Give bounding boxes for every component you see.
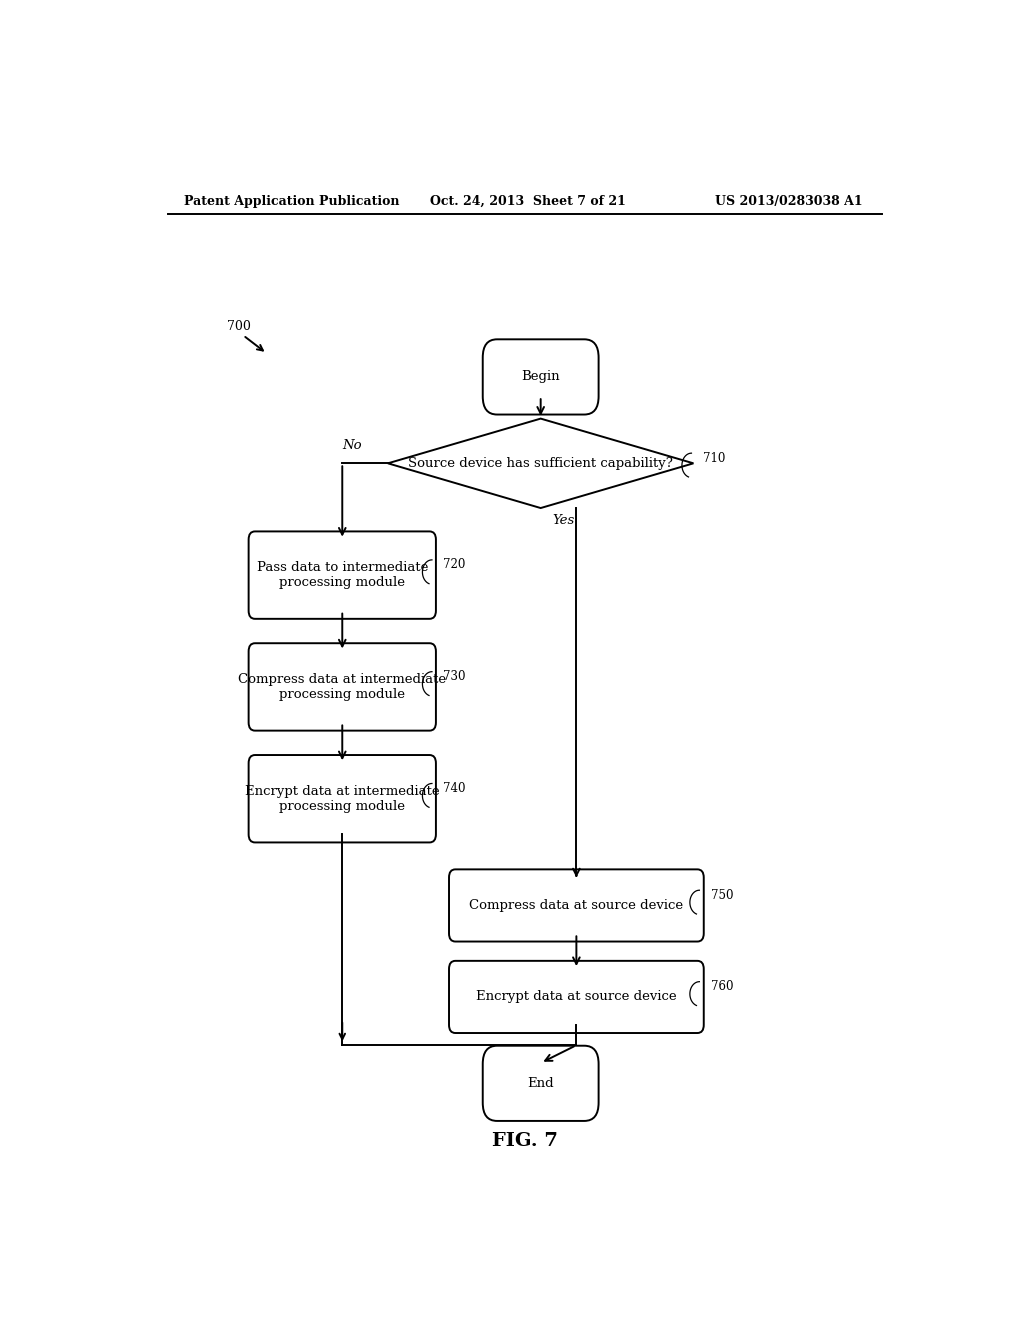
FancyBboxPatch shape [482,339,599,414]
Polygon shape [388,418,693,508]
Text: 750: 750 [711,888,733,902]
Text: End: End [527,1077,554,1090]
FancyBboxPatch shape [249,643,436,731]
Text: 710: 710 [702,451,725,465]
Text: Oct. 24, 2013  Sheet 7 of 21: Oct. 24, 2013 Sheet 7 of 21 [430,194,626,207]
Text: Begin: Begin [521,371,560,383]
Text: Encrypt data at source device: Encrypt data at source device [476,990,677,1003]
Text: Yes: Yes [553,515,574,527]
Text: Patent Application Publication: Patent Application Publication [183,194,399,207]
Text: Encrypt data at intermediate
processing module: Encrypt data at intermediate processing … [245,784,439,813]
Text: FIG. 7: FIG. 7 [492,1133,558,1150]
Text: 730: 730 [443,671,466,684]
FancyBboxPatch shape [249,755,436,842]
Text: 760: 760 [711,981,733,993]
Text: Source device has sufficient capability?: Source device has sufficient capability? [409,457,673,470]
Text: Compress data at intermediate
processing module: Compress data at intermediate processing… [239,673,446,701]
Text: No: No [342,438,362,451]
FancyBboxPatch shape [482,1045,599,1121]
Text: US 2013/0283038 A1: US 2013/0283038 A1 [715,194,863,207]
FancyBboxPatch shape [449,870,703,941]
Text: 740: 740 [443,781,466,795]
Text: Compress data at source device: Compress data at source device [469,899,683,912]
Text: 700: 700 [227,319,251,333]
Text: 720: 720 [443,558,466,572]
FancyBboxPatch shape [449,961,703,1034]
FancyBboxPatch shape [249,532,436,619]
Text: Pass data to intermediate
processing module: Pass data to intermediate processing mod… [257,561,428,589]
